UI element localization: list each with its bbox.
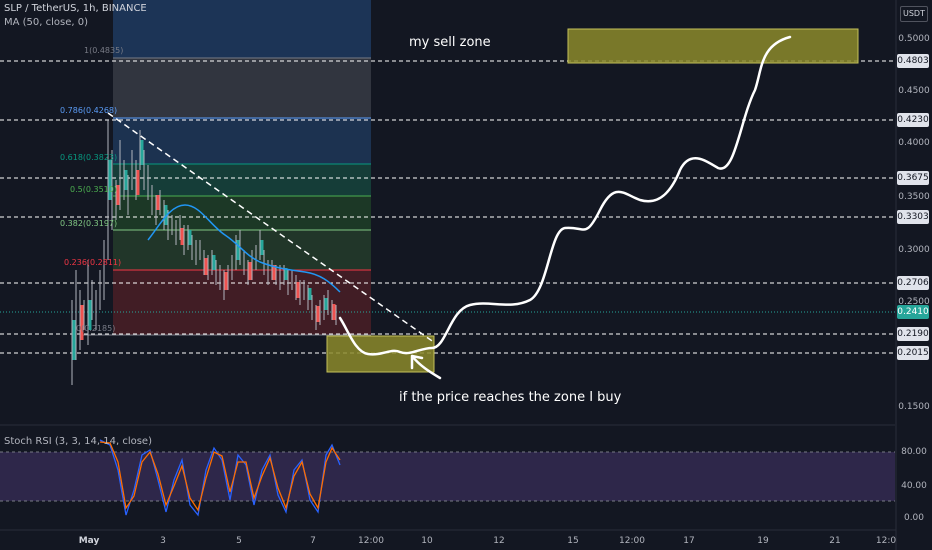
level-badge: 0.2015 bbox=[897, 346, 929, 360]
currency-unit-button[interactable]: USDT bbox=[900, 6, 928, 22]
symbol-legend[interactable]: SLP / TetherUS, 1h, BINANCE bbox=[4, 3, 147, 14]
time-label: 17 bbox=[683, 536, 695, 546]
rsi-band bbox=[0, 452, 895, 501]
time-label: 10 bbox=[421, 536, 433, 546]
time-label: 7 bbox=[310, 536, 316, 546]
price-label: 0.3000 bbox=[898, 245, 930, 255]
stoch-d-line bbox=[99, 441, 341, 512]
time-label: 12:00 bbox=[358, 536, 384, 546]
sell-zone-note: my sell zone bbox=[409, 35, 491, 50]
fib-label-0: 0(0.2185) bbox=[76, 324, 116, 333]
ma-legend[interactable]: MA (50, close, 0) bbox=[4, 17, 89, 28]
price-label: 0.5000 bbox=[898, 34, 930, 44]
hand-arrow bbox=[410, 354, 442, 380]
price-label: 0.3500 bbox=[898, 192, 930, 202]
level-badge: 0.2190 bbox=[897, 327, 929, 341]
price-label: 0.2500 bbox=[898, 297, 930, 307]
trendline[interactable] bbox=[107, 112, 436, 344]
time-label: 15 bbox=[567, 536, 579, 546]
price-candles bbox=[71, 120, 337, 385]
rsi-axis-label: 40.00 bbox=[901, 481, 927, 491]
fib-label-0236: 0.236(0.2811) bbox=[64, 258, 122, 267]
time-label: 12:00 bbox=[619, 536, 645, 546]
time-label: 19 bbox=[757, 536, 769, 546]
time-label: 5 bbox=[236, 536, 242, 546]
price-label: 0.1500 bbox=[898, 402, 930, 412]
stoch-rsi-legend[interactable]: Stoch RSI (3, 3, 14, 14, close) bbox=[4, 436, 152, 447]
price-label: 0.4000 bbox=[898, 138, 930, 148]
stoch-k-line bbox=[99, 439, 341, 517]
fib-label-05: 0.5(0.3510) bbox=[70, 185, 117, 194]
time-label: 12 bbox=[493, 536, 505, 546]
time-label: 21 bbox=[829, 536, 841, 546]
time-label: 3 bbox=[160, 536, 166, 546]
level-badge: 0.4803 bbox=[897, 54, 929, 68]
sell-zone-box[interactable] bbox=[567, 28, 859, 64]
fib-label-0786: 0.786(0.4268) bbox=[60, 106, 118, 115]
fib-label-0618: 0.618(0.3823) bbox=[60, 153, 118, 162]
ma-line bbox=[147, 204, 341, 293]
current-price-badge: 0.2410 bbox=[897, 305, 929, 319]
price-label: 0.4500 bbox=[898, 86, 930, 96]
time-label: May bbox=[78, 536, 100, 546]
time-label: 12:0 bbox=[875, 536, 897, 546]
level-badge: 0.4230 bbox=[897, 113, 929, 127]
buy-zone-note: if the price reaches the zone I buy bbox=[399, 390, 622, 405]
forecast-path[interactable] bbox=[338, 35, 792, 356]
fib-label-1: 1(0.4835) bbox=[84, 46, 124, 55]
rsi-axis-label: 0.00 bbox=[903, 513, 925, 523]
level-badge: 0.2706 bbox=[897, 276, 929, 290]
fib-label-0382: 0.382(0.3197) bbox=[60, 219, 118, 228]
rsi-axis-label: 80.00 bbox=[901, 447, 927, 457]
level-badge: 0.3675 bbox=[897, 171, 929, 185]
level-badge: 0.3303 bbox=[897, 210, 929, 224]
